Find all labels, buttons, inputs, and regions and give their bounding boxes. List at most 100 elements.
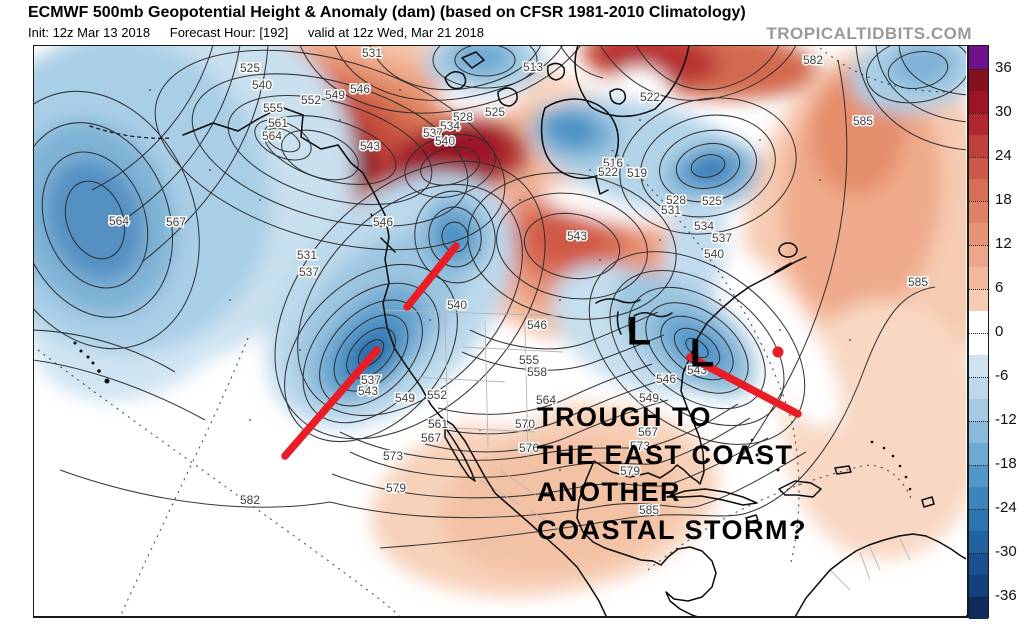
contour-label: 540: [435, 134, 455, 148]
contour-label: 534: [440, 119, 460, 133]
colorbar-segment: [969, 113, 988, 135]
colorbar-segment: [969, 69, 988, 91]
site-watermark: TROPICALTIDBITS.COM: [766, 24, 972, 43]
contour-label: 585: [639, 503, 659, 517]
colorbar-segment: [969, 399, 988, 421]
contour-label: 564: [109, 214, 129, 228]
colorbar-label: -30: [995, 543, 1017, 560]
colorbar-segment: [969, 509, 988, 531]
contour-label: 531: [362, 46, 382, 60]
init-time: Init: 12z Mar 13 2018: [28, 25, 151, 40]
colorbar-segment: [969, 575, 988, 597]
contour-label: 543: [360, 139, 380, 153]
contour-label: 567: [166, 215, 186, 229]
small-islands: [73, 341, 912, 491]
colorbar-tick: [969, 465, 988, 466]
grid-dots: [149, 89, 851, 471]
storm-track-annotations: [281, 242, 802, 460]
contour-label: 567: [421, 431, 441, 445]
coastlines: [89, 46, 966, 616]
contour-label: 567: [638, 425, 658, 439]
contour-label: 543: [567, 229, 587, 243]
contour-label: 552: [427, 388, 447, 402]
colorbar-tick: [969, 113, 988, 114]
note-line-1: TROUGH TO: [537, 402, 712, 432]
contour-label: 519: [627, 166, 647, 180]
contour-label: 549: [395, 391, 415, 405]
colorbar-label: 30: [995, 103, 1012, 120]
contour-label: 573: [383, 449, 403, 463]
colorbar-tick: [969, 553, 988, 554]
colorbar-segment: [969, 333, 988, 355]
colorbar-segment: [969, 355, 988, 377]
colorbar-label: 24: [995, 147, 1012, 164]
contour-label: 546: [656, 372, 676, 386]
contour-label: 531: [297, 248, 317, 262]
colorbar-tick: [969, 509, 988, 510]
contour-label: 558: [527, 365, 547, 379]
contour-label: 525: [485, 105, 505, 119]
contour-label: 585: [853, 114, 873, 128]
colorbar-label: 6: [995, 279, 1004, 296]
contour-label: 537: [712, 231, 732, 245]
contour-label: 552: [301, 93, 321, 107]
colorbar-segment: [969, 201, 988, 223]
trough-annotation-line: [403, 242, 460, 311]
note-line-3: ANOTHER: [537, 477, 681, 507]
colorbar-segment: [969, 531, 988, 553]
graticule-lines: [37, 47, 953, 616]
colorbar-segment: [969, 245, 988, 267]
contour-label: 564: [262, 129, 282, 143]
annotation-dot: [772, 346, 784, 358]
contour-label: 546: [373, 215, 393, 229]
colorbar-tick: [969, 157, 988, 158]
contour-label: 534: [694, 219, 714, 233]
colorbar-label: -36: [995, 587, 1017, 604]
contour-label: 525: [240, 61, 260, 75]
colorbar-segment: [969, 443, 988, 465]
colorbar-tick: [969, 245, 988, 246]
anomaly-colorbar: [968, 45, 989, 619]
colorbar-segment: [969, 157, 988, 179]
colorbar-segment: [969, 311, 988, 333]
colorbar-segment: [969, 487, 988, 509]
low-pressure-marker: L: [689, 331, 715, 376]
contour-label: 582: [240, 493, 260, 507]
colorbar-segment: [969, 91, 988, 113]
contour-label: 564: [536, 393, 556, 407]
note-line-4: COASTAL STORM?: [537, 514, 807, 545]
contour-label: 537: [423, 126, 443, 140]
colorbar-tick: [969, 377, 988, 378]
analyst-note: TROUGH TO THE EAST COAST ANOTHER COASTAL…: [537, 399, 807, 549]
contour-label: 522: [640, 90, 660, 104]
colorbar-segment: [969, 46, 988, 69]
colorbar-label: 18: [995, 191, 1012, 208]
contour-label: 516: [603, 156, 623, 170]
contour-label: 582: [803, 53, 823, 67]
page-title: ECMWF 500mb Geopotential Height & Anomal…: [28, 4, 746, 21]
contour-label: 525: [702, 194, 722, 208]
contour-label: 543: [358, 384, 378, 398]
contour-label: 579: [620, 464, 640, 478]
colorbar-label: 36: [995, 59, 1012, 76]
contour-label: 522: [598, 165, 618, 179]
colorbar-segment: [969, 421, 988, 443]
low-pressure-marker: L: [626, 309, 652, 354]
colorbar-segment: [969, 597, 988, 619]
colorbar-tick: [969, 201, 988, 202]
contour-label: 549: [639, 391, 659, 405]
height-contours: [34, 46, 966, 549]
contour-label: 570: [515, 417, 535, 431]
contour-label: 531: [661, 203, 681, 217]
contour-label: 573: [630, 439, 650, 453]
colorbar-segment: [969, 465, 988, 487]
colorbar-tick: [969, 69, 988, 70]
colorbar-segment: [969, 553, 988, 575]
colorbar-label: -6: [995, 367, 1009, 384]
trough-annotation-line: [281, 346, 381, 460]
colorbar-tick: [969, 421, 988, 422]
contour-label: 528: [453, 110, 473, 124]
contour-label: 537: [299, 265, 319, 279]
